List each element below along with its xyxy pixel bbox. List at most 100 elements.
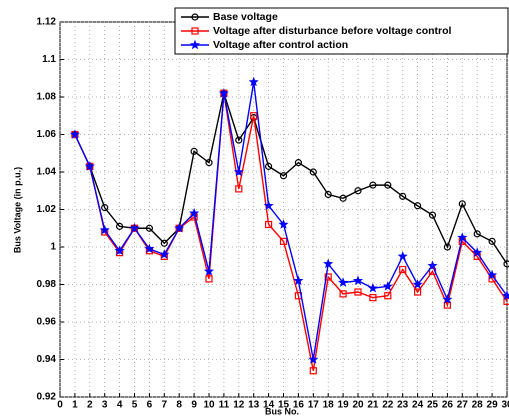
legend-box <box>174 7 509 55</box>
marker <box>399 265 407 274</box>
x-tick-label: 7 <box>162 400 168 411</box>
x-tick-label: 16 <box>293 400 305 411</box>
marker <box>382 281 393 291</box>
marker <box>293 275 304 286</box>
marker <box>279 172 288 180</box>
marker <box>294 159 302 167</box>
marker <box>218 87 229 98</box>
y-tick-label: 0.92 <box>37 392 57 403</box>
marker <box>115 222 124 230</box>
x-tick-label: 10 <box>203 400 215 411</box>
x-tick-label: 26 <box>442 400 454 411</box>
marker <box>129 222 140 233</box>
y-tick-label: 1.08 <box>37 92 57 103</box>
marker <box>339 290 347 298</box>
marker <box>338 277 349 287</box>
marker <box>324 190 332 199</box>
legend: Base voltage Voltage after disturbance be… <box>174 7 509 55</box>
marker <box>501 290 509 301</box>
x-tick-label: 3 <box>102 400 108 411</box>
marker <box>369 294 377 302</box>
marker <box>488 237 496 245</box>
marker <box>473 230 481 238</box>
x-tick-label: 6 <box>147 400 153 411</box>
series-line <box>74 81 508 360</box>
x-tick-label: 12 <box>233 400 245 411</box>
series-line <box>74 93 508 371</box>
x-tick-label: 5 <box>132 400 138 411</box>
marker <box>412 279 423 289</box>
marker <box>265 220 273 229</box>
marker <box>427 260 438 271</box>
marker <box>160 239 168 247</box>
marker <box>324 273 332 281</box>
x-tick-label: 29 <box>487 400 499 411</box>
x-tick-label: 15 <box>278 400 290 411</box>
marker <box>278 219 289 229</box>
x-tick-label: 0 <box>57 400 63 411</box>
marker <box>472 247 483 257</box>
x-tick-label: 27 <box>457 400 469 411</box>
marker <box>205 275 213 283</box>
marker <box>323 258 334 269</box>
marker <box>384 292 392 300</box>
y-tick-label: 0.94 <box>37 354 57 365</box>
marker <box>84 161 95 171</box>
y-tick-label: 1 <box>50 242 56 253</box>
legend-label: Voltage after disturbance before voltage… <box>213 25 452 37</box>
x-tick-label: 18 <box>323 400 335 411</box>
marker <box>265 162 273 170</box>
x-tick-label: 22 <box>382 400 394 411</box>
marker <box>250 112 258 120</box>
marker <box>145 224 153 232</box>
marker <box>503 260 509 268</box>
y-tick-label: 1.04 <box>37 167 57 178</box>
x-tick-label: 23 <box>397 400 409 411</box>
marker <box>414 288 422 296</box>
marker <box>503 297 509 305</box>
marker <box>203 266 215 276</box>
marker <box>367 282 378 293</box>
x-tick-label: 11 <box>219 400 230 411</box>
marker <box>99 224 110 235</box>
marker <box>457 232 468 242</box>
marker <box>309 168 317 176</box>
marker <box>235 185 243 193</box>
y-tick-label: 1.06 <box>37 129 57 140</box>
marker <box>101 204 109 212</box>
marker <box>309 367 317 375</box>
y-tick-label: 1.12 <box>37 17 57 28</box>
marker <box>263 200 274 211</box>
marker <box>442 294 453 304</box>
x-tick-label: 2 <box>87 400 93 411</box>
y-tick-label: 1.02 <box>37 204 57 215</box>
marker <box>174 222 185 233</box>
x-tick-label: 24 <box>412 400 424 411</box>
x-tick-label: 13 <box>248 400 260 411</box>
x-tick-label: 8 <box>176 400 182 411</box>
x-tick-label: 4 <box>117 400 123 411</box>
y-tick-label: 0.98 <box>37 279 57 290</box>
marker <box>205 159 213 167</box>
marker <box>191 13 199 21</box>
marker <box>443 243 451 251</box>
marker <box>144 243 155 254</box>
y-tick-label: 1.1 <box>42 54 56 65</box>
marker <box>191 27 199 35</box>
marker <box>399 192 407 200</box>
x-axis-label: Bus No. <box>265 406 299 416</box>
marker <box>487 269 498 280</box>
y-axis-label: Bus Voltage (in p.u.) <box>12 167 22 253</box>
marker <box>397 251 408 261</box>
marker <box>384 181 392 189</box>
x-tick-label: 21 <box>367 400 379 411</box>
marker <box>248 76 259 87</box>
marker <box>279 237 288 245</box>
x-tick-label: 30 <box>501 400 509 411</box>
marker <box>354 187 362 195</box>
marker <box>233 166 244 177</box>
marker <box>114 245 125 256</box>
marker <box>159 249 170 259</box>
x-tick-label: 14 <box>263 400 275 411</box>
